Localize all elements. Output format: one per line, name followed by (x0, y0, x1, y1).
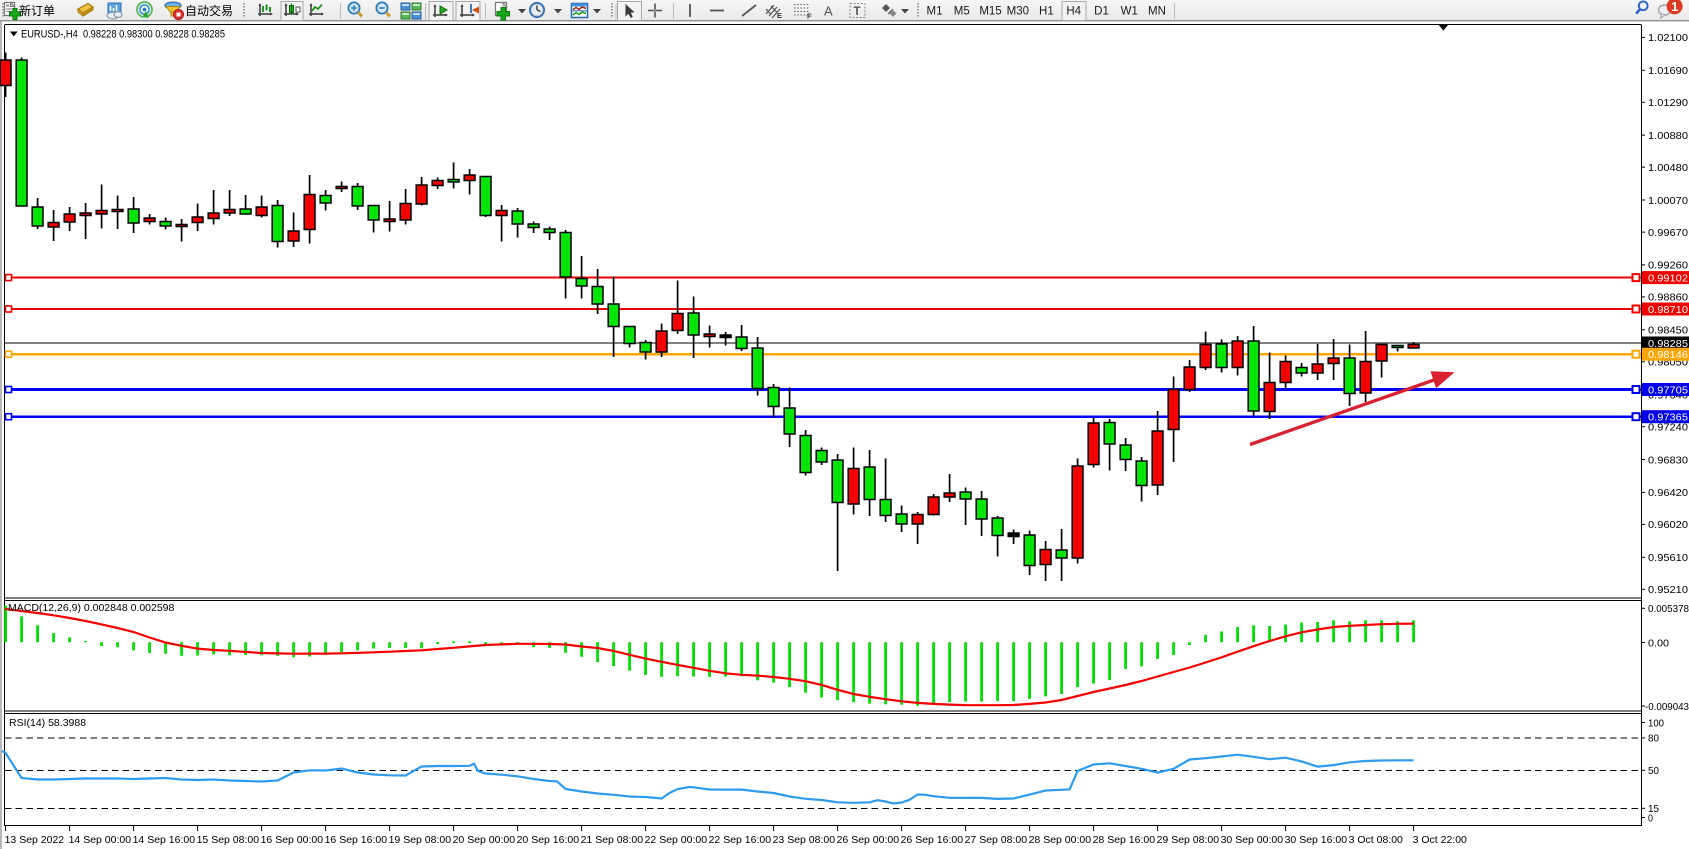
svg-text:0.96420: 0.96420 (1648, 487, 1688, 499)
svg-text:-0.009043: -0.009043 (1645, 701, 1689, 713)
svg-text:13 Sep 2022: 13 Sep 2022 (5, 834, 65, 846)
svg-text:0.005378: 0.005378 (1648, 603, 1689, 615)
svg-text:0.97240: 0.97240 (1648, 422, 1688, 434)
svg-text:100: 100 (1648, 717, 1664, 729)
svg-text:29 Sep 08:00: 29 Sep 08:00 (1157, 834, 1220, 846)
svg-text:22 Sep 00:00: 22 Sep 00:00 (645, 834, 708, 846)
svg-text:0.99102: 0.99102 (1648, 272, 1688, 284)
svg-text:3 Oct 22:00: 3 Oct 22:00 (1413, 834, 1467, 846)
svg-text:3 Oct 08:00: 3 Oct 08:00 (1349, 834, 1403, 846)
svg-text:0.97365: 0.97365 (1648, 412, 1688, 424)
svg-text:H1: H1 (1039, 6, 1054, 18)
svg-text:26 Sep 16:00: 26 Sep 16:00 (901, 834, 964, 846)
svg-text:0.98860: 0.98860 (1648, 292, 1688, 304)
svg-text:20 Sep 16:00: 20 Sep 16:00 (517, 834, 580, 846)
svg-text:1.00880: 1.00880 (1648, 130, 1688, 142)
svg-text:21 Sep 08:00: 21 Sep 08:00 (581, 834, 644, 846)
svg-text:0.95610: 0.95610 (1648, 552, 1688, 564)
svg-text:F: F (807, 12, 812, 21)
svg-text:0.99670: 0.99670 (1648, 227, 1688, 239)
svg-text:1: 1 (1671, 0, 1678, 14)
svg-text:30 Sep 00:00: 30 Sep 00:00 (1221, 834, 1284, 846)
svg-text:T: T (854, 6, 861, 18)
svg-text:50: 50 (1648, 765, 1659, 777)
svg-text:23 Sep 08:00: 23 Sep 08:00 (773, 834, 836, 846)
svg-text:27 Sep 08:00: 27 Sep 08:00 (965, 834, 1028, 846)
svg-text:1.00070: 1.00070 (1648, 195, 1688, 207)
svg-text:0.98285: 0.98285 (1648, 338, 1688, 350)
svg-text:E: E (777, 11, 782, 20)
svg-text:M15: M15 (979, 6, 1001, 18)
svg-text:14 Sep 00:00: 14 Sep 00:00 (69, 834, 132, 846)
svg-text:16 Sep 16:00: 16 Sep 16:00 (325, 834, 388, 846)
svg-text:14 Sep 16:00: 14 Sep 16:00 (133, 834, 196, 846)
svg-text:30 Sep 16:00: 30 Sep 16:00 (1285, 834, 1348, 846)
svg-text:H4: H4 (1066, 6, 1081, 18)
svg-text:1.02100: 1.02100 (1648, 32, 1688, 44)
svg-text:1.01290: 1.01290 (1648, 97, 1688, 109)
svg-text:0.98450: 0.98450 (1648, 325, 1688, 337)
svg-text:新订单: 新订单 (19, 3, 55, 18)
svg-text:22 Sep 16:00: 22 Sep 16:00 (709, 834, 772, 846)
svg-text:1.00480: 1.00480 (1648, 162, 1688, 174)
svg-text:MN: MN (1148, 6, 1166, 18)
svg-text:0.00: 0.00 (1648, 637, 1669, 649)
svg-text:15 Sep 08:00: 15 Sep 08:00 (197, 834, 260, 846)
svg-text:0.96020: 0.96020 (1648, 519, 1688, 531)
svg-text:M1: M1 (927, 6, 943, 18)
svg-text:0.98710: 0.98710 (1648, 304, 1688, 316)
svg-text:0: 0 (1648, 812, 1653, 824)
svg-text:28 Sep 00:00: 28 Sep 00:00 (1029, 834, 1092, 846)
svg-text:M30: M30 (1007, 6, 1029, 18)
svg-text:0.99260: 0.99260 (1648, 260, 1688, 272)
svg-text:20 Sep 00:00: 20 Sep 00:00 (453, 834, 516, 846)
svg-text:0.96830: 0.96830 (1648, 454, 1688, 466)
svg-text:1.01690: 1.01690 (1648, 65, 1688, 77)
svg-text:80: 80 (1648, 733, 1659, 745)
svg-text:RSI(14) 58.3988: RSI(14) 58.3988 (9, 717, 86, 729)
svg-text:MACD(12,26,9) 0.002848 0.00259: MACD(12,26,9) 0.002848 0.002598 (8, 602, 175, 614)
svg-text:W1: W1 (1121, 6, 1138, 18)
svg-text:28 Sep 16:00: 28 Sep 16:00 (1093, 834, 1156, 846)
svg-text:0.95210: 0.95210 (1648, 584, 1688, 596)
svg-text:D1: D1 (1094, 6, 1109, 18)
svg-text:自动交易: 自动交易 (185, 3, 233, 18)
svg-text:A: A (824, 4, 833, 19)
svg-text:19 Sep 08:00: 19 Sep 08:00 (389, 834, 452, 846)
svg-text:0.97705: 0.97705 (1648, 384, 1688, 396)
svg-text:26 Sep 00:00: 26 Sep 00:00 (837, 834, 900, 846)
svg-text:0.98146: 0.98146 (1648, 349, 1688, 361)
svg-text:15: 15 (1648, 803, 1659, 815)
svg-text:16 Sep 00:00: 16 Sep 00:00 (261, 834, 324, 846)
svg-text:EURUSD-,H4 0.98228 0.98300 0.: EURUSD-,H4 0.98228 0.98300 0.98228 0.982… (21, 29, 225, 41)
svg-text:M5: M5 (954, 6, 970, 18)
